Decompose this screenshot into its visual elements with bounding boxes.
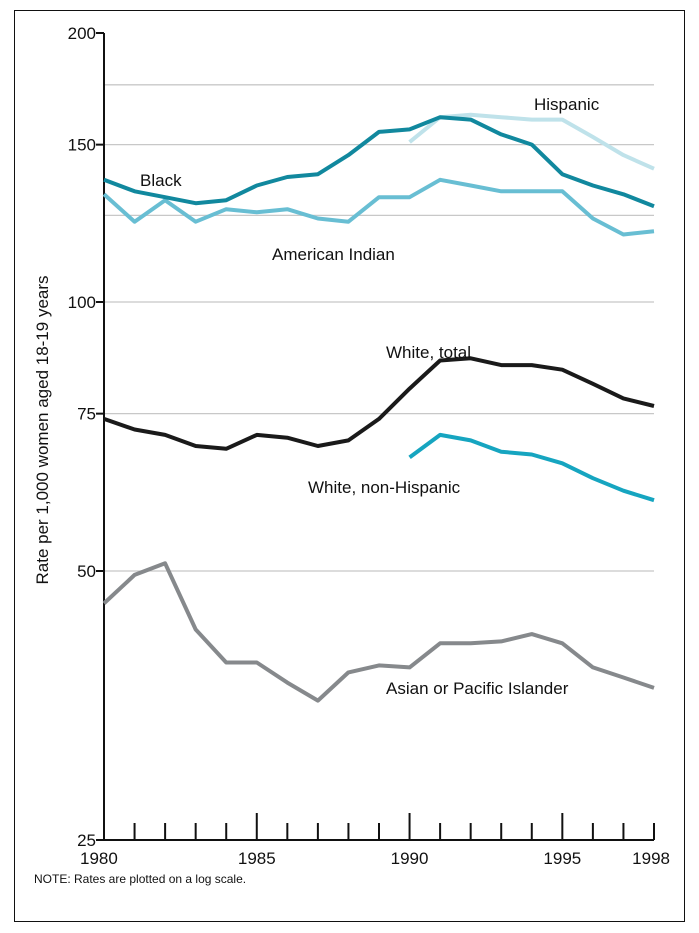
x-tick-label-1985: 1985 — [238, 849, 276, 868]
series-line-asian-or-pacific-islander — [102, 561, 655, 703]
chart-note: NOTE: Rates are plotted on a log scale. — [34, 872, 247, 886]
ticks-layer: 25 50 75 100 150 200 1980 1985 1990 1995 1998 — [68, 24, 670, 868]
series-layer — [102, 112, 655, 703]
y-tick-label-50: 50 — [77, 562, 96, 581]
grid-layer — [104, 84, 654, 572]
y-tick-label-75: 75 — [77, 405, 96, 424]
y-tick-label-100: 100 — [68, 293, 96, 312]
chart-frame — [14, 10, 685, 922]
series-label-asian-pacific-islander: Asian or Pacific Islander — [386, 679, 569, 698]
x-tick-label-1995: 1995 — [543, 849, 581, 868]
series-label-black: Black — [140, 171, 182, 190]
series-label-white-non-hispanic: White, non-Hispanic — [308, 478, 461, 497]
x-tick-label-1980: 1980 — [80, 849, 118, 868]
series-label-white-total: White, total — [386, 343, 471, 362]
x-tick-label-1998: 1998 — [632, 849, 670, 868]
y-tick-label-25: 25 — [77, 831, 96, 850]
series-label-american-indian: American Indian — [272, 245, 395, 264]
series-line-american-indian — [102, 177, 655, 237]
series-line-white-non-hispanic — [408, 432, 655, 503]
series-line-white-total — [103, 356, 655, 451]
y-tick-label-150: 150 — [68, 136, 96, 155]
x-tick-label-1990: 1990 — [391, 849, 429, 868]
y-axis-label: Rate per 1,000 women aged 18-19 years — [33, 275, 52, 584]
y-tick-label-200: 200 — [68, 24, 96, 43]
series-line-black — [103, 115, 655, 209]
axes-layer — [103, 33, 654, 841]
series-label-hispanic: Hispanic — [534, 95, 600, 114]
series-line-hispanic — [408, 112, 655, 171]
